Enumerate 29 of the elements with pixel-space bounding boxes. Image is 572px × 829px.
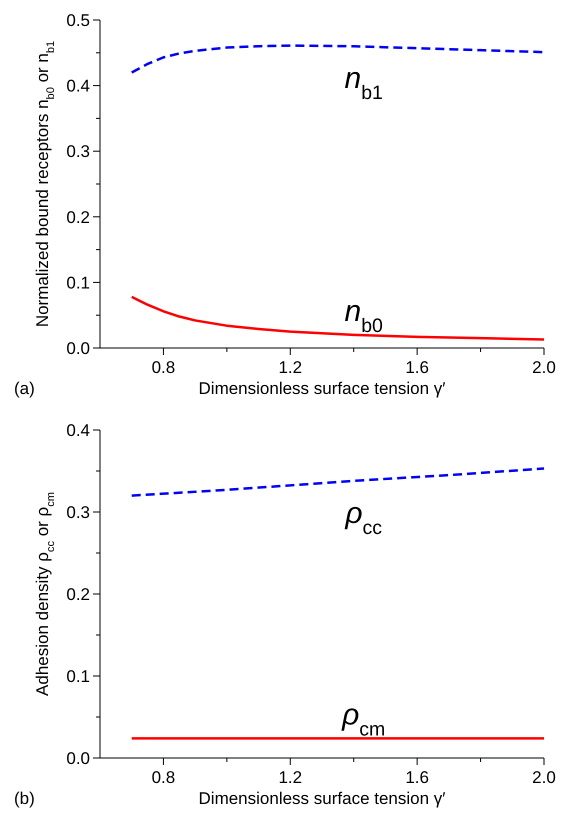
- x-axis-title: Dimensionless surface tension γ′: [198, 789, 446, 808]
- y-tick-label: 0.4: [66, 420, 90, 440]
- line-series: [130, 296, 546, 341]
- y-tick-label: 0.1: [66, 273, 90, 292]
- x-tick-label: 1.2: [278, 768, 302, 787]
- y-tick-label: 0.2: [66, 208, 90, 227]
- y-tick-label: 0.5: [66, 10, 90, 30]
- y-tick-label: 0.3: [66, 502, 90, 522]
- y-tick-label: 0.2: [66, 584, 90, 604]
- x-tick-label: 2.0: [532, 358, 556, 377]
- x-tick-label: 0.8: [152, 768, 176, 787]
- x-tick-label: 2.0: [532, 768, 556, 787]
- x-tick-label: 1.6: [405, 358, 429, 377]
- y-tick-label: 0.0: [66, 338, 90, 358]
- line-series: [130, 467, 546, 497]
- series-label: n$_{b1}$: [344, 62, 383, 104]
- y-tick-label: 0.3: [66, 142, 90, 162]
- y-tick-label: 0.0: [66, 748, 90, 768]
- x-axis-title: Dimensionless surface tension γ′: [198, 379, 446, 398]
- series-label: n$_{b0}$: [344, 294, 384, 337]
- series-label: ρ$_{cm}$: [341, 698, 386, 740]
- x-tick-label: 0.8: [152, 358, 176, 377]
- x-tick-label: 1.2: [278, 358, 302, 377]
- y-tick-label: 0.1: [66, 666, 90, 686]
- y-tick-label: 0.4: [66, 76, 90, 96]
- x-tick-label: 1.6: [405, 768, 429, 787]
- text: (a): [14, 379, 35, 398]
- series-label: ρ$_{cc}$: [344, 496, 382, 539]
- text: (b): [14, 789, 35, 808]
